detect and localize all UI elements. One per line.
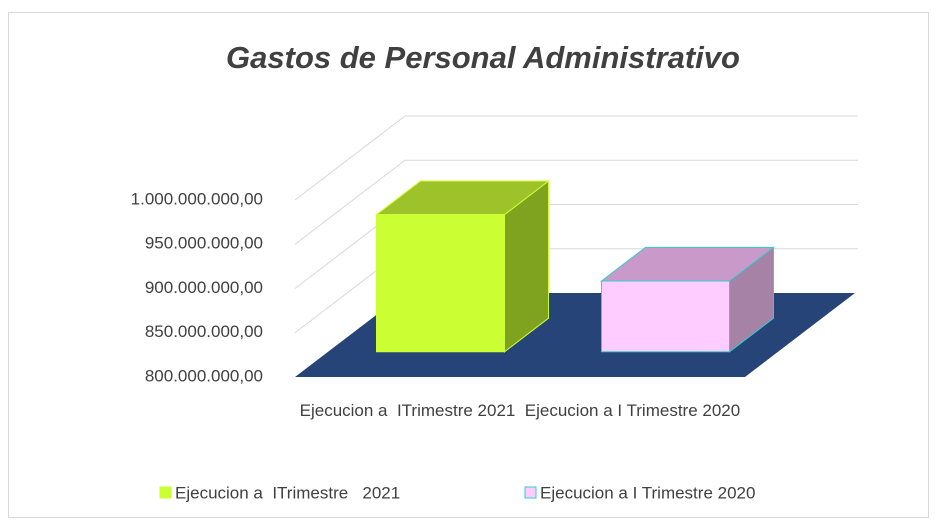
legend-label: Ejecucion a ITrimestre 2021 bbox=[175, 483, 400, 502]
legend-swatch bbox=[524, 486, 537, 499]
y-tick-label: 850.000.000,00 bbox=[145, 322, 263, 341]
bar-front bbox=[601, 280, 730, 353]
legend-label: Ejecucion a I Trimestre 2020 bbox=[540, 483, 755, 502]
x-tick-label: Ejecucion a I Trimestre 2020 bbox=[524, 401, 741, 420]
x-tick-label: Ejecucion a ITrimestre 2021 bbox=[299, 401, 516, 420]
y-tick-label: 950.000.000,00 bbox=[145, 234, 263, 253]
bar-front bbox=[376, 214, 505, 353]
y-tick-label: 900.000.000,00 bbox=[145, 278, 263, 297]
grid-line bbox=[294, 159, 406, 245]
grid-line bbox=[294, 115, 406, 201]
y-tick-label: 1.000.000.000,00 bbox=[131, 189, 263, 208]
chart-title: Gastos de Personal Administrativo bbox=[226, 40, 740, 75]
y-tick-label: 800.000.000,00 bbox=[145, 366, 263, 385]
legend-swatch bbox=[159, 486, 172, 499]
